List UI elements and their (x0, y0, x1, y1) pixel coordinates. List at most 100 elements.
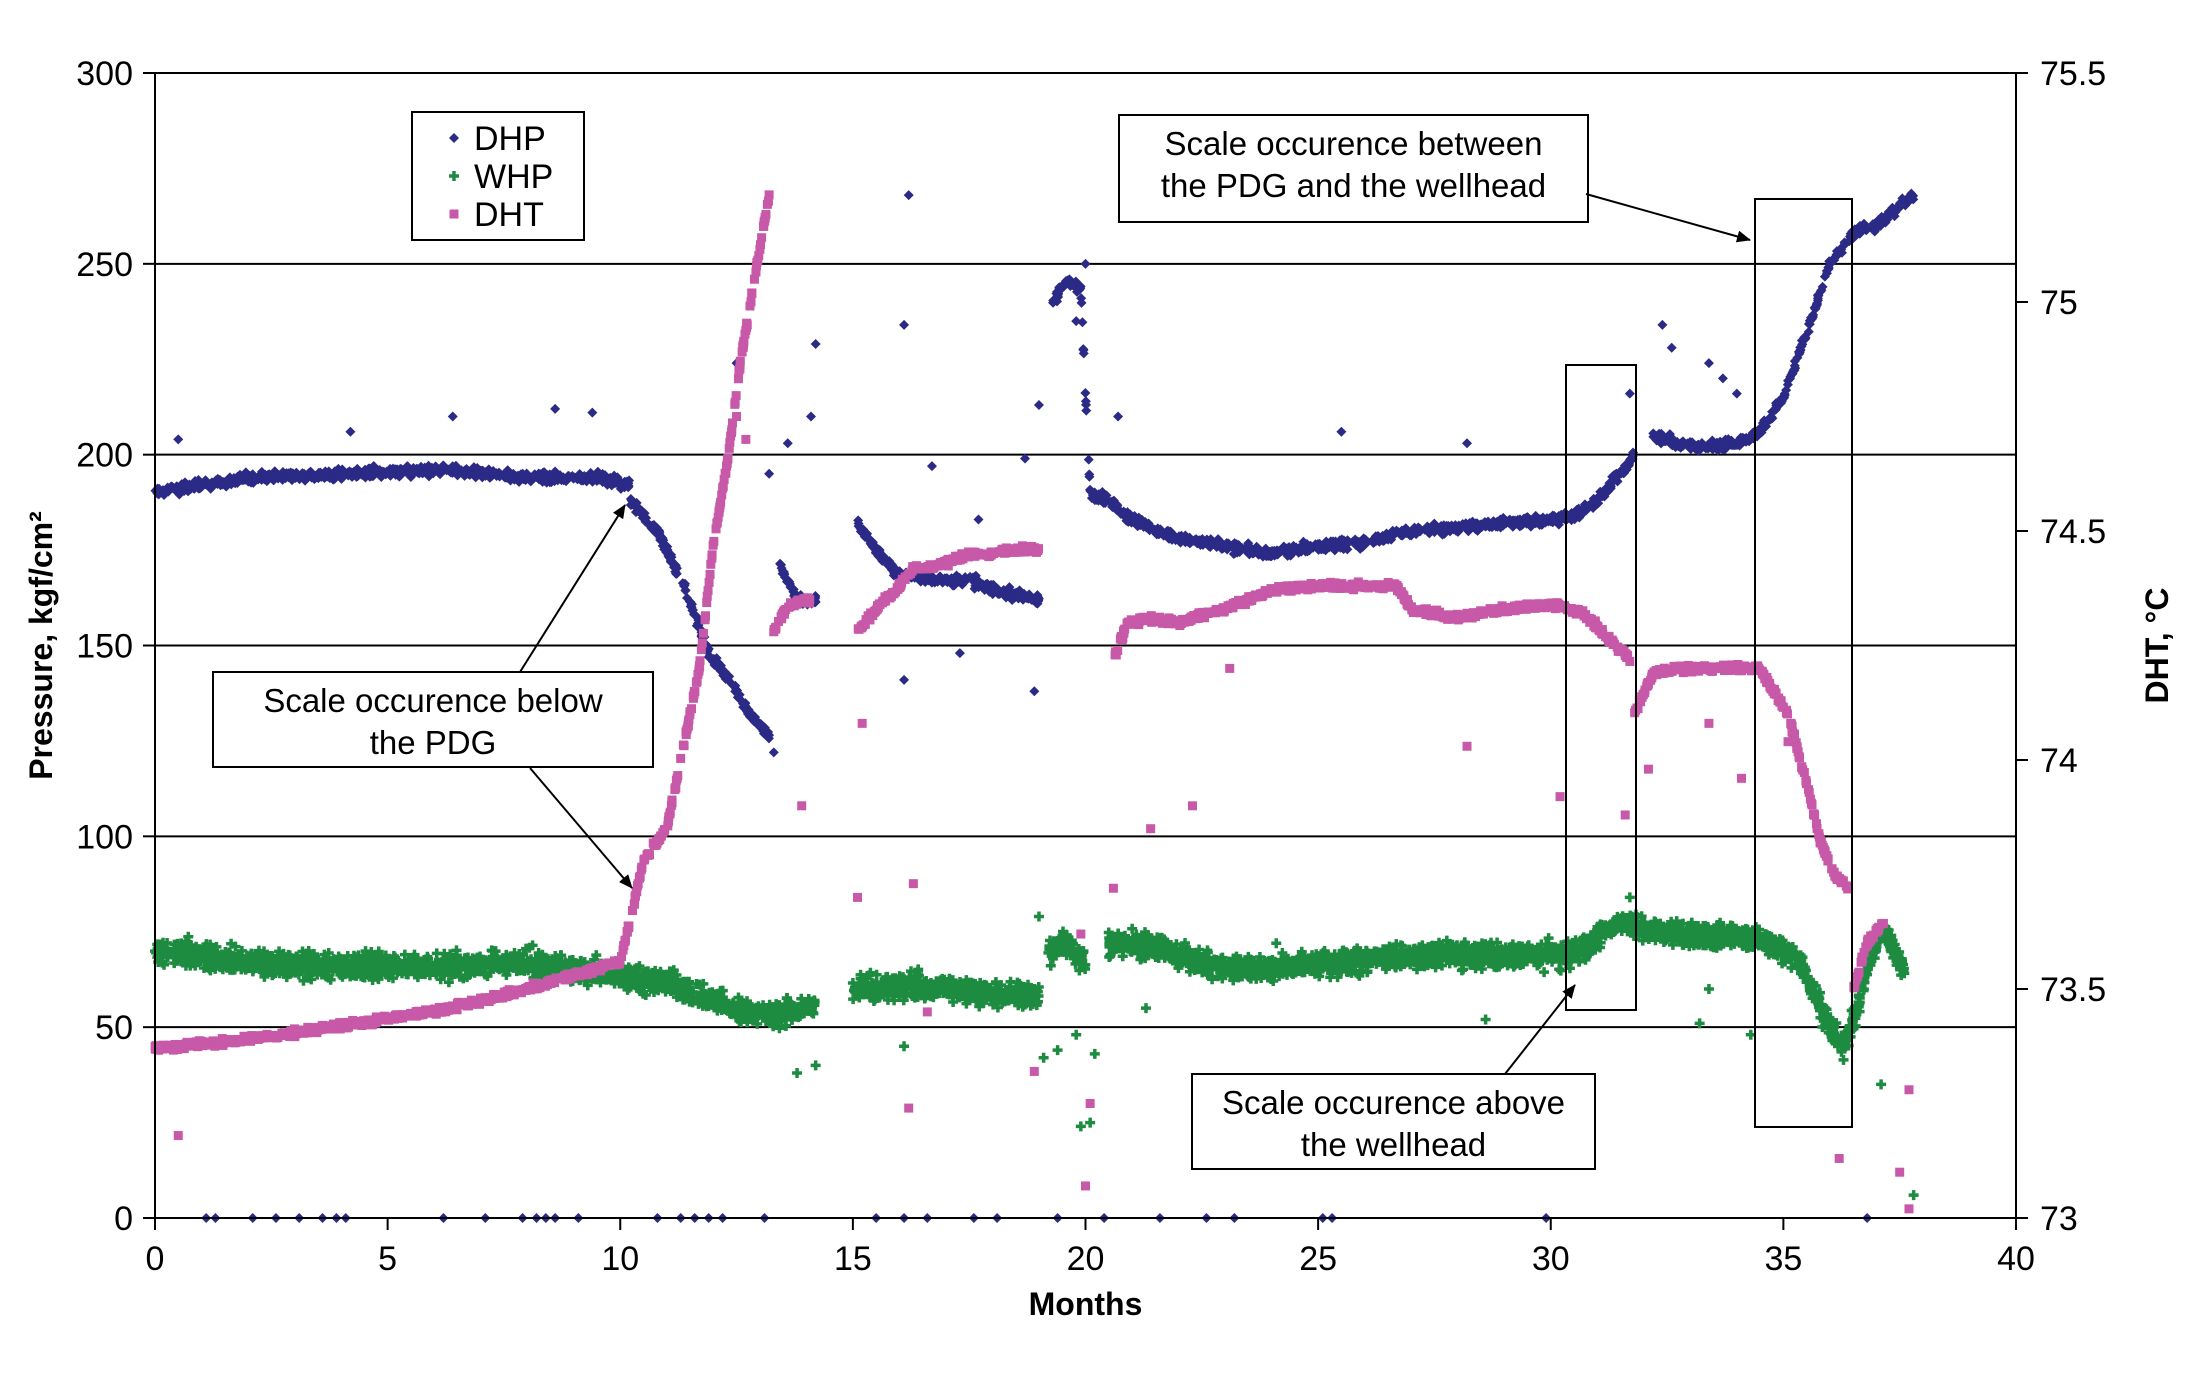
data-point (555, 470, 566, 481)
data-point (926, 461, 937, 472)
data-point (746, 708, 757, 719)
data-point (499, 471, 510, 482)
data-point (536, 473, 547, 484)
data-point (592, 466, 603, 477)
data-point (468, 462, 479, 473)
data-point (732, 689, 743, 700)
data-point (810, 338, 821, 349)
data-point (336, 467, 347, 478)
data-point (1666, 342, 1677, 353)
data-point (691, 611, 702, 622)
data-point (1703, 358, 1714, 369)
data-point (342, 467, 353, 478)
data-point (1083, 454, 1094, 465)
data-point (508, 468, 519, 479)
data-point (655, 531, 666, 542)
data-point (550, 403, 561, 414)
data-point (682, 592, 693, 603)
gridlines (155, 262, 2016, 1029)
data-point (626, 499, 637, 510)
data-point (670, 560, 681, 571)
series-whp (150, 892, 1919, 1201)
data-point (863, 534, 874, 545)
data-point (169, 483, 180, 494)
data-point (408, 468, 419, 479)
data-point (385, 470, 396, 481)
data-point (903, 190, 914, 201)
data-point (712, 660, 723, 671)
data-point (313, 467, 324, 478)
data-point (635, 505, 646, 516)
data-point (360, 467, 371, 478)
data-point (899, 319, 910, 330)
data-point (212, 473, 223, 484)
data-point (402, 461, 413, 472)
data-point (777, 565, 788, 576)
data-point (1462, 438, 1473, 449)
data-point (806, 411, 817, 422)
data-point (1657, 319, 1668, 330)
data-point (768, 747, 779, 758)
data-point (1717, 373, 1728, 384)
data-point (453, 469, 464, 480)
data-point (753, 718, 764, 729)
data-point (858, 524, 869, 535)
data-point (352, 466, 363, 477)
data-point (879, 553, 890, 564)
data-point (443, 464, 454, 475)
data-point (704, 651, 715, 662)
data-point (433, 467, 444, 478)
data-point (640, 516, 651, 527)
data-point (1080, 387, 1091, 398)
data-point (184, 481, 195, 492)
data-point (730, 680, 741, 691)
data-point (189, 480, 200, 491)
plot-area (150, 188, 1919, 1223)
data-point (671, 568, 682, 579)
data-point (720, 668, 731, 679)
data-point (1624, 388, 1635, 399)
data-point (1080, 258, 1091, 269)
data-point (453, 463, 464, 474)
data-point (320, 466, 331, 477)
data-point (954, 648, 965, 659)
data-point (544, 474, 555, 485)
data-point (477, 465, 488, 476)
data-point (488, 465, 499, 476)
data-point (853, 515, 864, 526)
data-point (249, 473, 260, 484)
data-point (1336, 426, 1347, 437)
data-point (899, 674, 910, 685)
data-point (686, 599, 697, 610)
data-point (395, 466, 406, 477)
data-point (173, 434, 184, 445)
data-point (1029, 686, 1040, 697)
data-point (587, 407, 598, 418)
data-point (320, 471, 331, 482)
data-point (367, 471, 378, 482)
data-point (512, 475, 523, 486)
data-point (784, 576, 795, 587)
data-point (604, 474, 615, 485)
data-point (782, 438, 793, 449)
data-point (620, 479, 631, 490)
data-point (763, 733, 774, 744)
data-point (447, 411, 458, 422)
data-point (304, 468, 315, 479)
data-point (285, 467, 296, 478)
data-point (586, 473, 597, 484)
data-point (764, 468, 775, 479)
data-point (680, 585, 691, 596)
data-point (561, 476, 572, 487)
data-point (973, 514, 984, 525)
data-point (1033, 400, 1044, 411)
data-point (522, 471, 533, 482)
data-point (871, 546, 882, 557)
data-point (1731, 388, 1742, 399)
data-point (577, 471, 588, 482)
data-point (376, 471, 387, 482)
data-point (1071, 316, 1082, 327)
data-point (232, 472, 243, 483)
data-point (196, 482, 207, 493)
